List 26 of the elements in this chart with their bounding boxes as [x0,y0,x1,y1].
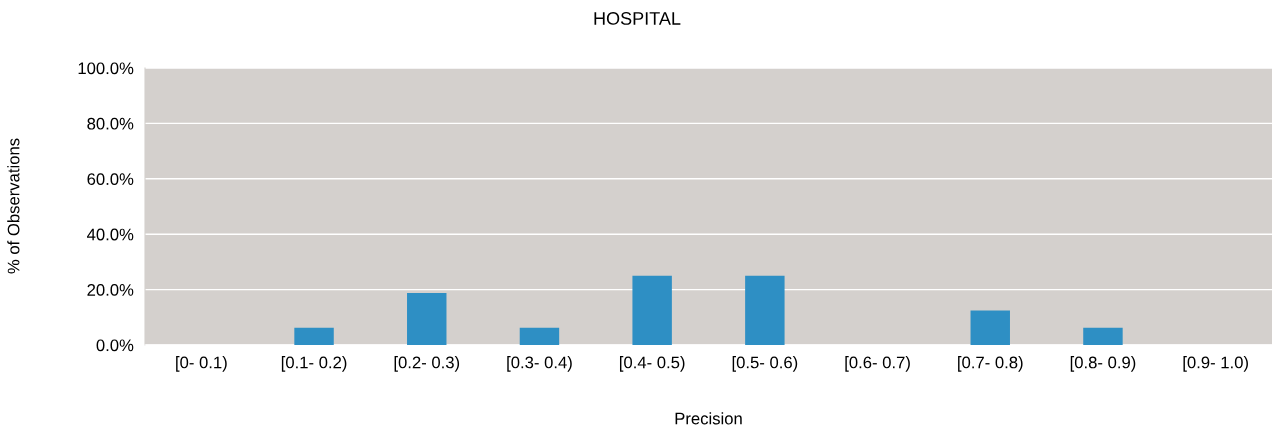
y-tick-label: 20.0% [87,284,134,296]
x-tick-label: [0.1- 0.2) [281,356,347,372]
x-tick-label: [0.5- 0.6) [732,356,798,372]
bar [407,293,447,345]
y-tick-label: 100.0% [78,62,134,75]
y-tick-label: 80.0% [87,117,134,130]
x-tick-label: [0.9- 1.0) [1183,356,1248,372]
bar [970,310,1010,345]
x-tick-label: [0.4- 0.5) [619,356,685,372]
x-tick-label: [0.7- 0.8) [958,356,1023,372]
x-axis-title: Precision [675,412,742,425]
y-tick-label: 60.0% [87,173,134,185]
x-tick-label: [0.8- 0.9) [1070,356,1136,372]
bar [745,275,785,345]
x-tick-label: [0.6- 0.7) [845,356,910,372]
bar [519,327,560,345]
x-tick-label: [0- 0.1) [176,356,227,372]
x-tick-label: [0.2- 0.3) [394,356,460,372]
y-tick-label: 40.0% [87,228,134,241]
y-tick-label: 0.0% [96,339,134,352]
x-tick-label: [0.3- 0.4) [507,356,572,372]
bar [294,327,334,345]
bar [632,275,672,345]
bar [1083,327,1123,345]
chart-title: HOSPITAL [594,12,681,25]
y-axis-title: % of Observations [7,138,20,274]
